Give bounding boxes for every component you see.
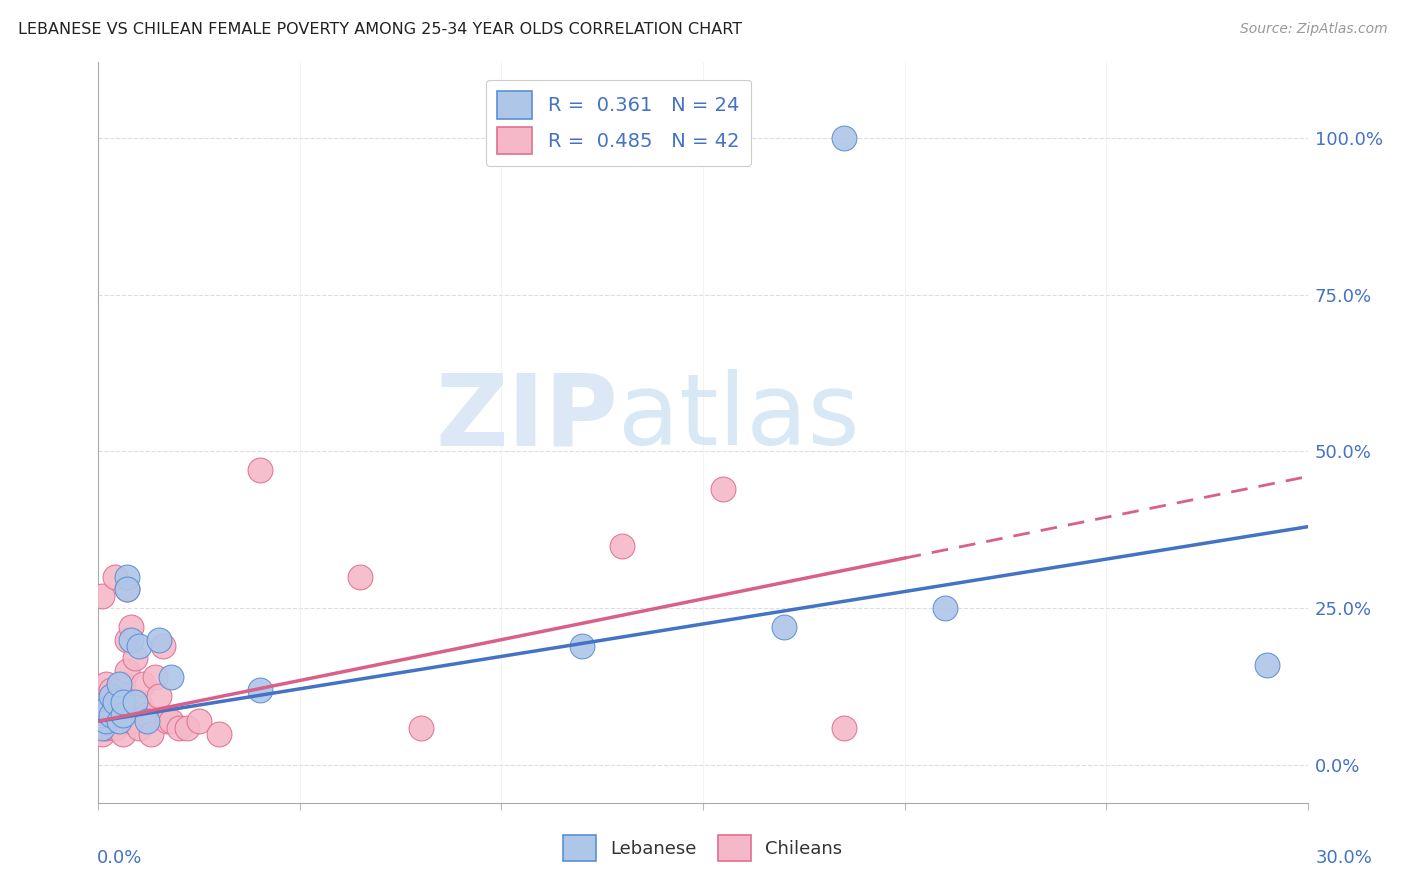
Point [249, 463, 271, 477]
Point [612, 539, 634, 553]
Point [115, 664, 138, 678]
Legend: R =  0.361   N = 24, R =  0.485   N = 42: R = 0.361 N = 24, R = 0.485 N = 42 [485, 79, 751, 166]
Text: atlas: atlas [619, 369, 860, 467]
Point [135, 714, 157, 729]
Point [111, 676, 134, 690]
Point [832, 130, 855, 145]
Point [96, 721, 118, 735]
Point [91, 708, 114, 723]
Point [111, 695, 134, 709]
Point [115, 570, 138, 584]
Point [91, 727, 114, 741]
Point [167, 721, 190, 735]
Point [160, 670, 183, 684]
Point [100, 708, 122, 723]
Point [188, 714, 211, 729]
Point [349, 570, 371, 584]
Point [143, 670, 166, 684]
Point [832, 721, 855, 735]
Point [91, 708, 114, 723]
Point [128, 695, 150, 709]
Point [115, 582, 138, 597]
Point [176, 721, 198, 735]
Point [100, 682, 122, 697]
Point [711, 482, 734, 496]
Point [107, 682, 129, 697]
Point [139, 727, 162, 741]
Point [103, 570, 125, 584]
Point [100, 708, 122, 723]
Point [249, 682, 271, 697]
Text: Source: ZipAtlas.com: Source: ZipAtlas.com [1240, 22, 1388, 37]
Point [96, 695, 118, 709]
Point [91, 721, 114, 735]
Point [111, 708, 134, 723]
Point [96, 714, 118, 729]
Point [160, 714, 183, 729]
Point [111, 727, 134, 741]
Point [124, 695, 146, 709]
Text: ZIP: ZIP [436, 369, 619, 467]
Point [148, 689, 170, 703]
Point [103, 701, 125, 715]
Point [934, 601, 956, 615]
Point [107, 676, 129, 690]
Point [115, 632, 138, 647]
Point [100, 689, 122, 703]
Text: LEBANESE VS CHILEAN FEMALE POVERTY AMONG 25-34 YEAR OLDS CORRELATION CHART: LEBANESE VS CHILEAN FEMALE POVERTY AMONG… [18, 22, 742, 37]
Point [132, 676, 155, 690]
Point [96, 701, 118, 715]
Point [115, 582, 138, 597]
Point [571, 639, 593, 653]
Point [148, 632, 170, 647]
Point [152, 639, 174, 653]
Point [128, 721, 150, 735]
Point [124, 651, 146, 665]
Point [1256, 657, 1278, 672]
Point [124, 701, 146, 715]
Point [135, 708, 157, 723]
Text: 30.0%: 30.0% [1316, 848, 1372, 866]
Point [208, 727, 231, 741]
Point [772, 620, 794, 634]
Point [120, 632, 142, 647]
Point [107, 714, 129, 729]
Point [120, 714, 142, 729]
Y-axis label: Female Poverty Among 25-34 Year Olds: Female Poverty Among 25-34 Year Olds [0, 282, 7, 583]
Point [103, 695, 125, 709]
Text: 0.0%: 0.0% [97, 848, 142, 866]
Point [120, 620, 142, 634]
Point [409, 721, 432, 735]
Point [91, 589, 114, 603]
Point [107, 714, 129, 729]
Point [128, 639, 150, 653]
Point [96, 676, 118, 690]
Point [156, 714, 179, 729]
Point [103, 721, 125, 735]
